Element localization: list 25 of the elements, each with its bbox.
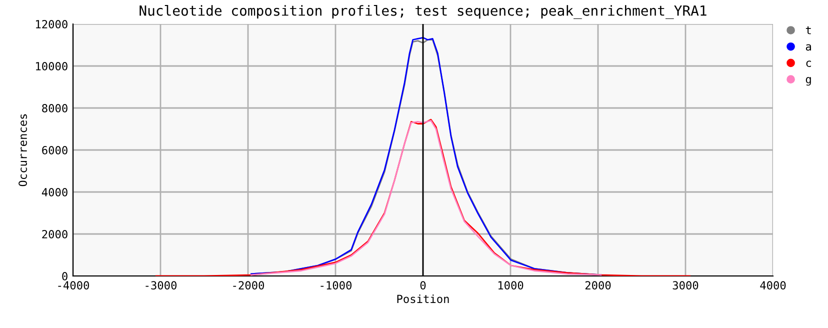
y-tick-label: 6000 [42,146,68,154]
y-tick-label: 12000 [36,20,68,28]
x-axis-title: Position [397,294,449,304]
x-tick-label: -1000 [320,281,352,290]
line-series [155,118,691,276]
legend-label: c [806,60,811,68]
y-tick-label: 2000 [42,230,68,238]
x-tick-label: 3000 [672,281,698,290]
x-tick-label: -3000 [146,281,177,290]
chart-title: Nucleotide composition profiles; test sequence; peak_enrichment_YRA1 [140,5,706,19]
y-axis-title: Occurrences [18,114,27,186]
line-series [250,120,602,276]
x-tick-label: -2000 [233,281,264,290]
legend-label: t [806,26,811,34]
x-tick-label: 4000 [760,281,786,290]
x-tick-label: 1000 [498,281,524,290]
y-tick-label: 8000 [42,104,68,112]
x-tick-label: -4000 [58,281,90,290]
y-tick-label: 0 [62,272,68,280]
y-tick-label: 10000 [36,62,68,70]
x-tick-label: 0 [420,281,426,290]
legend-label: g [806,77,811,86]
x-tick-label: 2000 [585,281,611,290]
y-tick-label: 4000 [42,188,68,196]
legend-label: a [806,44,811,51]
